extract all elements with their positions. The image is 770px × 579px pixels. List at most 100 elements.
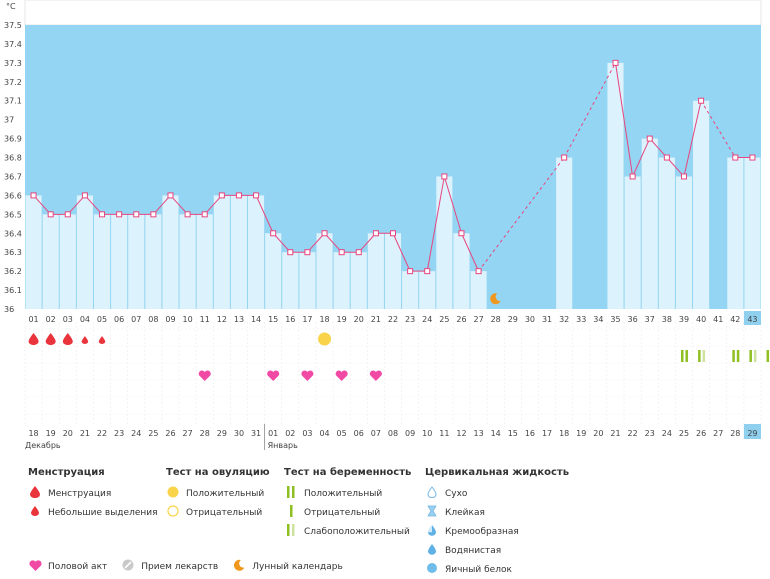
plot-top-band xyxy=(24,0,762,26)
calendar-date-label: 26 xyxy=(696,429,706,438)
y-tick-label: 37 xyxy=(4,116,14,125)
temp-point xyxy=(270,230,277,237)
legend-menstruation-title: Менструация xyxy=(28,467,105,478)
temp-point xyxy=(64,211,71,218)
cycle-day-label: 37 xyxy=(645,315,655,324)
pregnancy-positive-mark xyxy=(680,350,684,362)
temp-bar xyxy=(453,233,470,309)
cycle-day-label: 03 xyxy=(63,315,73,324)
legend-pregnancy-title: Тест на беременность xyxy=(284,467,412,478)
calendar-date-label: 18 xyxy=(28,429,38,438)
temp-point xyxy=(698,97,705,104)
legend-cervical: Цервикальная жидкость Сухо Клейкая Кремо… xyxy=(425,467,569,579)
cycle-day-label: 05 xyxy=(97,315,107,324)
temp-point xyxy=(338,249,345,256)
calendar-date-label: 11 xyxy=(439,429,449,438)
calendar-date-label: 15 xyxy=(508,429,518,438)
cycle-day-label: 41 xyxy=(713,315,723,324)
temp-bar xyxy=(436,176,453,309)
calendar-date-label: 17 xyxy=(542,429,552,438)
calendar-date-label: 10 xyxy=(422,429,432,438)
temp-point xyxy=(218,192,225,199)
y-tick-label: 36.9 xyxy=(4,135,22,144)
cycle-day-label: 28 xyxy=(491,315,501,324)
temp-point xyxy=(680,173,687,180)
temp-point xyxy=(372,230,379,237)
temp-point xyxy=(116,211,123,218)
pregnancy-positive-mark xyxy=(685,350,688,362)
cycle-day-label: 02 xyxy=(46,315,56,324)
ovulation-positive-dot xyxy=(318,332,332,346)
today-marker-top xyxy=(743,311,761,325)
pill-icon xyxy=(121,559,135,574)
legend-ovulation-title: Тест на овуляцию xyxy=(166,467,270,478)
temp-bar xyxy=(470,271,487,309)
cycle-day-label: 43 xyxy=(747,315,757,324)
calendar-date-label: 05 xyxy=(337,429,347,438)
temp-bar xyxy=(93,214,111,309)
calendar-date-label: 20 xyxy=(63,429,73,438)
creamy-icon xyxy=(425,524,439,539)
y-tick-label: 36.6 xyxy=(4,191,22,200)
drop-icon xyxy=(28,486,42,501)
intercourse-heart xyxy=(198,370,211,381)
temp-line xyxy=(358,232,377,253)
legend-pregnancy-weak: Слабоположительный xyxy=(284,522,411,541)
cycle-day-label: 16 xyxy=(285,315,295,324)
temp-bar xyxy=(111,214,128,309)
temp-point xyxy=(150,211,157,218)
legend-ovulation: Тест на овуляцию Положительный Отрицател… xyxy=(166,467,270,522)
legend-pregnancy: Тест на беременность Положительный Отриц… xyxy=(284,467,411,541)
y-tick-label: 36.1 xyxy=(4,286,22,295)
calendar-date-label: 23 xyxy=(114,429,124,438)
calendar-date-label: 12 xyxy=(456,429,466,438)
legend-bottom: Половой акт Прием лекарств Лунный календ… xyxy=(28,559,343,574)
temp-point xyxy=(441,173,448,180)
calendar-date-label: 29 xyxy=(747,429,757,438)
temp-point xyxy=(167,192,174,199)
temp-bar xyxy=(76,195,93,309)
calendar-date-label: 22 xyxy=(97,429,107,438)
light-bleeding-drop xyxy=(81,336,89,344)
temp-bar xyxy=(384,233,402,309)
calendar-date-label: 21 xyxy=(610,429,620,438)
cycle-day-label: 04 xyxy=(80,315,90,324)
calendar-date-label: 27 xyxy=(713,429,723,438)
cycle-day-label: 23 xyxy=(405,315,415,324)
legend-cervical-title: Цервикальная жидкость xyxy=(425,467,570,478)
cycle-day-label: 42 xyxy=(730,315,740,324)
cycle-day-label: 38 xyxy=(662,315,672,324)
legend-cervical-dry: Сухо xyxy=(425,484,569,503)
calendar-date-label: 25 xyxy=(679,429,689,438)
menstruation-drop xyxy=(45,333,56,346)
calendar-date-label: 26 xyxy=(165,429,175,438)
calendar-date-label: 16 xyxy=(525,429,535,438)
y-tick-label: 36.8 xyxy=(4,154,22,163)
cycle-day-label: 19 xyxy=(337,315,347,324)
temp-point xyxy=(287,249,294,256)
legend-label: Водянистая xyxy=(445,545,502,556)
temp-line xyxy=(683,100,702,177)
menstruation-drop xyxy=(28,333,39,346)
calendar-date-label: 02 xyxy=(285,429,295,438)
cycle-day-label: 33 xyxy=(576,315,586,324)
temp-bar xyxy=(299,252,316,309)
y-tick-label: 37.1 xyxy=(4,97,22,106)
cycle-day-label: 09 xyxy=(165,315,175,324)
calendar-date-label: 30 xyxy=(234,429,244,438)
y-tick-label: 37.5 xyxy=(4,21,22,30)
temp-bar xyxy=(230,195,248,309)
calendar-date-label: 23 xyxy=(645,429,655,438)
pregnancy-weak-mark xyxy=(753,350,757,362)
pregnancy-positive-mark xyxy=(766,350,770,362)
temp-bar xyxy=(316,233,333,309)
calendar-date-label: 28 xyxy=(200,429,210,438)
legend-label: Положительный xyxy=(186,488,265,499)
temp-line xyxy=(392,233,411,272)
cycle-day-label: 13 xyxy=(234,315,244,324)
unit-label: °C xyxy=(6,2,16,11)
calendar-date-label: 24 xyxy=(662,429,672,438)
cycle-day-label: 36 xyxy=(628,315,638,324)
cycle-day-label: 06 xyxy=(114,315,124,324)
legend-label: Прием лекарств xyxy=(141,561,219,572)
